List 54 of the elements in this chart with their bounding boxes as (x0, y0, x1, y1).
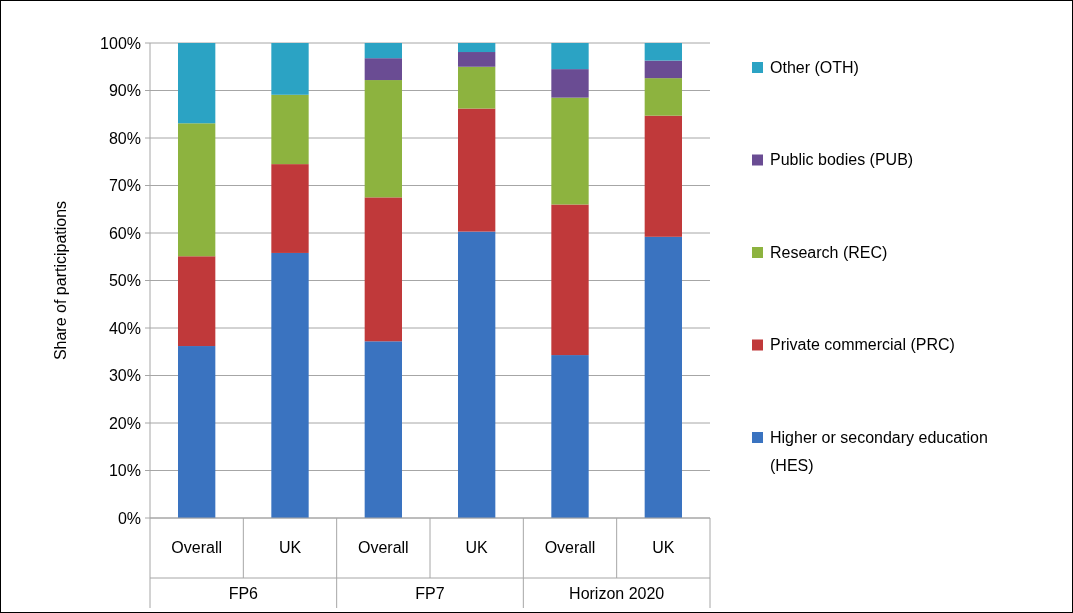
y-tick-label: 50% (108, 272, 141, 290)
bar (364, 43, 402, 59)
bar (458, 108, 496, 232)
bar (644, 78, 682, 116)
y-tick-label: 40% (108, 319, 141, 337)
bar (551, 43, 589, 70)
legend-label: Other (OTH) (770, 58, 859, 76)
bar (364, 197, 402, 342)
bar (644, 60, 682, 79)
bar (364, 341, 402, 518)
y-tick-label: 20% (108, 414, 141, 432)
bar (644, 115, 682, 237)
legend-label: Private commercial (PRC) (770, 336, 955, 354)
bar (178, 123, 216, 257)
bar (551, 97, 589, 205)
y-axis-title: Share of participations (52, 200, 69, 361)
y-tick-label: 30% (108, 367, 141, 385)
bar (364, 58, 402, 81)
bar (551, 355, 589, 518)
x-tick-label: Overall (357, 539, 409, 556)
bar (364, 80, 402, 198)
x-tick-label: UK (652, 539, 675, 556)
bar (458, 43, 496, 53)
bar (178, 256, 216, 347)
y-tick-label: 80% (108, 129, 141, 147)
bar (551, 204, 589, 356)
bar (551, 69, 589, 98)
bar (178, 346, 216, 518)
x-tick-label: UK (465, 539, 489, 556)
text: FP7 (415, 585, 445, 602)
legend-label: Research (REC) (770, 243, 888, 261)
legend-label: Higher or secondary education (HES) (770, 428, 988, 474)
x-tick-label: Overall (544, 539, 596, 556)
y-tick-label: 0% (117, 509, 141, 527)
text: FP6 (228, 585, 259, 602)
bar (271, 43, 309, 95)
bar (178, 43, 216, 124)
bar (644, 43, 682, 61)
bar (644, 236, 682, 518)
bar (271, 252, 309, 518)
text: Horizon 2020 (569, 585, 665, 602)
bar (458, 231, 496, 518)
bar (271, 94, 309, 165)
x-tick-label: UK (278, 539, 302, 556)
y-tick-label: 90% (108, 82, 141, 100)
y-tick-label: 60% (108, 224, 141, 242)
bar (458, 52, 496, 67)
y-tick-label: 70% (108, 177, 141, 195)
x-tick-label: Overall (171, 539, 223, 556)
bar (458, 66, 496, 109)
y-tick-label: 100% (100, 34, 141, 52)
y-tick-label: 10% (108, 462, 141, 480)
legend-label: Public bodies (PUB) (770, 151, 914, 169)
bar (271, 164, 309, 253)
